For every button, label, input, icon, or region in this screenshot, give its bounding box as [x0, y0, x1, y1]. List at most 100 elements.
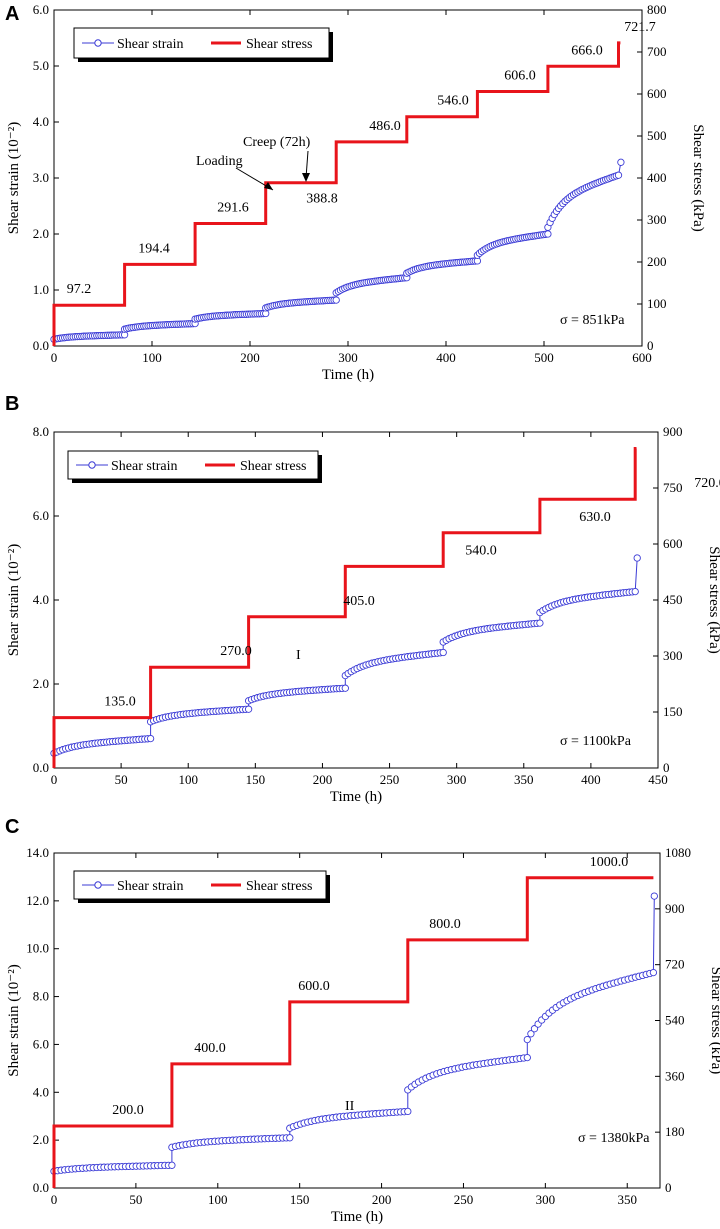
x-tick-label: 100	[208, 1192, 228, 1207]
y-left-tick-label: 2.0	[33, 226, 49, 241]
y-left-tick-label: 0.0	[33, 1180, 49, 1195]
x-axis-label: Time (h)	[322, 367, 374, 383]
legend-stress-label: Shear stress	[246, 879, 313, 894]
y-left-tick-label: 4.0	[33, 592, 49, 607]
stress-step-label: 540.0	[465, 543, 497, 558]
y-right-axis-label: Shear stress (kPa)	[708, 967, 720, 1074]
y-left-tick-label: 10.0	[26, 941, 49, 956]
stress-step-label: 600.0	[298, 979, 330, 994]
shear-strain-point	[168, 1161, 176, 1169]
shear-strain-point	[146, 734, 155, 743]
y-left-tick-label: 2.0	[33, 1132, 49, 1147]
y-right-tick-label: 400	[647, 170, 667, 185]
y-right-tick-label: 500	[647, 128, 667, 143]
stress-step-label: 135.0	[104, 695, 136, 710]
legend-strain-marker	[88, 461, 96, 469]
shear-strain-point	[523, 1053, 531, 1062]
legend-strain-label: Shear strain	[111, 459, 177, 474]
x-axis-label: Time (h)	[331, 1209, 383, 1225]
x-tick-label: 600	[632, 350, 652, 365]
y-right-axis-label: Shear stress (kPa)	[706, 546, 720, 653]
annotation-region: II	[345, 1099, 355, 1114]
chart-panel-b: B 0 50 100 150 200 250 300 350 400 450 0.0 2.0 4.0 6.0…	[5, 393, 720, 805]
x-tick-label: 200	[313, 772, 333, 787]
y-left-tick-label: 3.0	[33, 170, 49, 185]
y-right-tick-label: 720	[665, 957, 685, 972]
x-tick-label: 250	[454, 1192, 474, 1207]
y-left-tick-label: 0.0	[33, 338, 49, 353]
stress-step-label: 270.0	[220, 644, 252, 659]
y-right-tick-label: 1080	[665, 845, 691, 860]
y-right-axis-label: Shear stress (kPa)	[690, 124, 706, 231]
y-left-axis-label: Shear strain (10⁻²)	[6, 964, 22, 1076]
y-right-tick-label: 100	[647, 296, 667, 311]
legend: Shear strain Shear stress	[67, 450, 322, 483]
x-tick-label: 350	[617, 1192, 637, 1207]
y-left-tick-label: 8.0	[33, 424, 49, 439]
shear-strain-point	[614, 171, 623, 179]
legend-box	[67, 450, 319, 480]
y-right-tick-label: 600	[663, 536, 683, 551]
x-tick-label: 0	[51, 1192, 58, 1207]
stress-step-label: 200.0	[112, 1103, 144, 1118]
stress-step-label: 630.0	[579, 510, 611, 525]
y-left-tick-label: 12.0	[26, 893, 49, 908]
y-right-tick-label: 700	[647, 44, 667, 59]
x-tick-label: 250	[380, 772, 400, 787]
x-tick-label: 50	[129, 1192, 142, 1207]
x-tick-label: 400	[436, 350, 456, 365]
stress-step-label: 1000.0	[590, 855, 629, 870]
shear-strain-point	[244, 705, 253, 713]
y-left-tick-label: 5.0	[33, 58, 49, 73]
y-left-axis-label: Shear strain (10⁻²)	[6, 122, 22, 234]
y-left-tick-label: 0.0	[33, 760, 49, 775]
legend-strain-marker	[94, 39, 102, 47]
y-right-tick-label: 360	[665, 1068, 685, 1083]
shear-strain-series-line	[53, 896, 655, 1172]
legend-strain-marker	[94, 881, 102, 889]
panel-letter: C	[5, 816, 19, 838]
chart-panel-c: C 0 50 100 150 200 250 300 350 0.0 2.0 4.0 6.0 8.0 10.…	[5, 816, 720, 1225]
y-left-tick-label: 14.0	[26, 845, 49, 860]
shear-strain-point	[633, 554, 641, 562]
y-left-tick-label: 8.0	[33, 989, 49, 1004]
legend-box	[73, 27, 330, 59]
panel-letter: A	[5, 3, 19, 25]
shear-strain-point	[286, 1134, 294, 1142]
stress-step-label: 405.0	[343, 594, 375, 609]
y-right-tick-label: 300	[647, 212, 667, 227]
shear-strain-point	[617, 158, 625, 166]
shear-strain-point	[404, 1107, 412, 1116]
shear-stress-series-line	[52, 41, 621, 346]
annotation-region: I	[296, 648, 301, 663]
stress-step-label: 606.0	[504, 68, 536, 83]
shear-strain-point	[649, 968, 658, 977]
y-right-tick-label: 0	[647, 338, 654, 353]
legend-strain-label: Shear strain	[117, 879, 183, 894]
x-tick-label: 50	[115, 772, 128, 787]
stress-step-label: 546.0	[437, 94, 469, 109]
x-tick-label: 300	[536, 1192, 556, 1207]
stress-step-label: 720.0	[694, 476, 720, 491]
y-left-tick-label: 4.0	[33, 1084, 49, 1099]
x-tick-label: 200	[240, 350, 260, 365]
legend-strain-label: Shear strain	[117, 37, 183, 52]
stress-step-label: 721.7	[624, 20, 656, 35]
chart-panel-a: A 0 100 200 300 400 500 600 0.0 1.0 2.0 3.0 4.0 5.0 6.…	[5, 2, 706, 383]
shear-stress-series-line	[52, 447, 637, 768]
stress-step-label: 666.0	[571, 43, 603, 58]
y-left-axis-label: Shear strain (10⁻²)	[6, 544, 22, 656]
annotation-arrowhead	[264, 182, 273, 190]
y-right-tick-label: 540	[665, 1013, 685, 1028]
y-right-tick-label: 180	[665, 1124, 685, 1139]
shear-strain-point	[544, 230, 552, 238]
x-tick-label: 450	[648, 772, 668, 787]
shear-strain-point	[631, 587, 639, 596]
y-right-tick-label: 300	[663, 648, 683, 663]
y-right-tick-label: 200	[647, 254, 667, 269]
x-tick-label: 300	[338, 350, 358, 365]
x-tick-label: 400	[581, 772, 601, 787]
y-right-tick-label: 900	[665, 901, 685, 916]
legend-stress-label: Shear stress	[246, 37, 313, 52]
